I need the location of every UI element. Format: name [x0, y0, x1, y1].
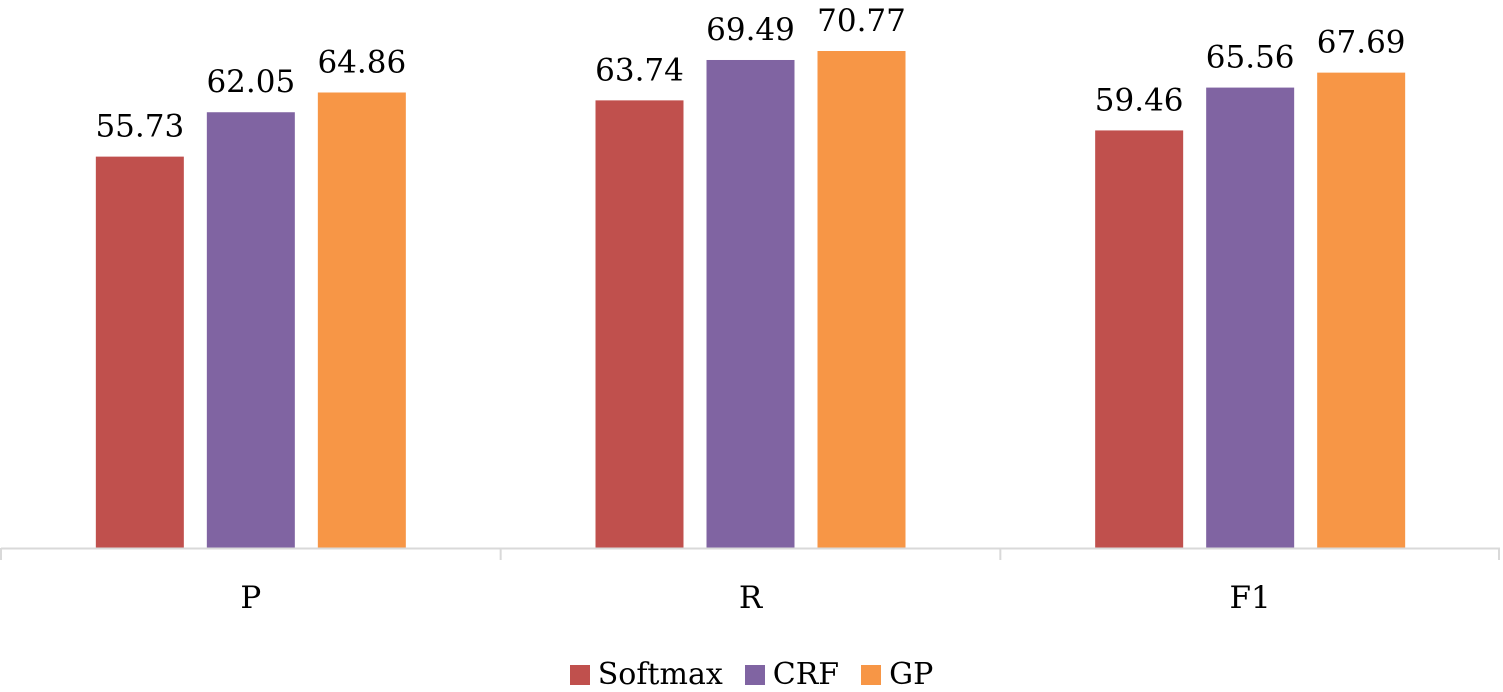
bar-gp-f1: [1317, 72, 1406, 548]
bars-group: [95, 51, 1406, 549]
bar-crf-p: [206, 112, 295, 549]
value-label-crf-p: 62.05: [206, 64, 295, 100]
bar-crf-r: [706, 59, 795, 548]
value-label-softmax-p: 55.73: [95, 109, 184, 145]
x-axis: [0, 547, 1500, 560]
category-label-f1: F1: [1230, 580, 1271, 616]
bar-chart: 55.73 62.05 64.86 63.74 69.49 70.77 59.46 65.56…: [0, 3, 1500, 616]
legend-label-softmax: Softmax: [597, 657, 723, 692]
category-label-r: R: [739, 580, 764, 616]
bar-gp-p: [317, 92, 406, 548]
legend-swatch-crf: [744, 664, 765, 685]
legend-label-gp: GP: [889, 657, 934, 692]
legend-swatch-softmax: [569, 664, 590, 685]
legend-swatch-gp: [861, 664, 882, 685]
legend-item-crf: CRF: [744, 657, 840, 692]
category-labels-group: P R F1: [240, 580, 1270, 616]
value-label-gp-f1: 67.69: [1317, 25, 1406, 61]
value-label-crf-r: 69.49: [706, 12, 795, 48]
bar-crf-f1: [1206, 87, 1295, 548]
category-label-p: P: [240, 580, 261, 616]
bar-gp-r: [817, 51, 906, 548]
value-label-gp-r: 70.77: [817, 3, 906, 39]
value-label-softmax-r: 63.74: [595, 52, 684, 88]
value-label-crf-f1: 65.56: [1206, 40, 1295, 76]
legend-item-gp: GP: [861, 657, 933, 692]
bar-softmax-f1: [1095, 130, 1184, 548]
value-label-softmax-f1: 59.46: [1095, 82, 1184, 118]
legend-label-crf: CRF: [772, 657, 840, 692]
legend-item-softmax: Softmax: [569, 657, 723, 692]
legend: Softmax CRF GP: [0, 657, 1503, 692]
bar-softmax-p: [95, 156, 184, 548]
value-label-gp-p: 64.86: [317, 45, 406, 81]
value-labels-group: 55.73 62.05 64.86 63.74 69.49 70.77 59.46 65.56…: [95, 3, 1405, 145]
bar-softmax-r: [595, 100, 684, 548]
